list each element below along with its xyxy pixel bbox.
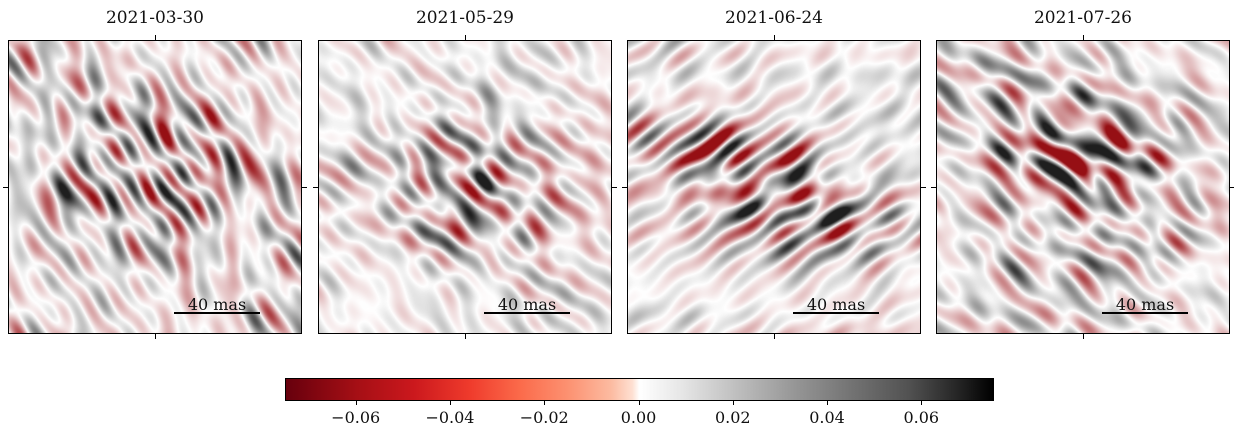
- top-tick-1: [155, 35, 156, 40]
- colorbar-tick-5: [827, 400, 829, 405]
- colorbar-tick-label-2: −0.02: [519, 408, 569, 427]
- scale-bar-2: [484, 312, 570, 314]
- scale-bar-1: [174, 312, 260, 314]
- colorbar-tick-label-5: 0.04: [809, 408, 845, 427]
- panel-3-frame: [627, 40, 921, 334]
- colorbar-tick-label-1: −0.04: [425, 408, 475, 427]
- colorbar-tick-label-0: −0.06: [331, 408, 381, 427]
- scale-label-3: 40 mas: [806, 295, 866, 314]
- panel-4-title: 2021-07-26: [1033, 8, 1132, 28]
- left-tick-2: [313, 187, 318, 188]
- bottom-tick-2: [465, 334, 466, 339]
- image-panel-1: 40 mas: [8, 40, 302, 334]
- panel-4-frame: [936, 40, 1230, 334]
- colorbar-tick-label-3: 0.00: [620, 408, 657, 427]
- right-tick-4: [1230, 187, 1234, 188]
- left-tick-4: [931, 187, 936, 188]
- top-tick-2: [465, 35, 466, 40]
- residual-map-4: [937, 41, 1229, 333]
- panel-1-frame: [8, 40, 302, 334]
- scale-label-4: 40 mas: [1115, 295, 1175, 314]
- left-tick-3: [622, 187, 627, 188]
- image-panel-4: 40 mas: [936, 40, 1230, 334]
- colorbar-tick-3: [638, 400, 640, 405]
- colorbar-tick-1: [449, 400, 451, 405]
- panel-1-title: 2021-03-30: [105, 8, 204, 28]
- residual-map-1: [9, 41, 301, 333]
- bottom-tick-1: [155, 334, 156, 339]
- scale-bar-3: [793, 312, 879, 314]
- colorbar: [285, 378, 994, 401]
- colorbar-tick-label-6: 0.06: [903, 408, 940, 427]
- residual-map-2: [319, 41, 611, 333]
- panel-3-title: 2021-06-24: [724, 8, 823, 28]
- image-panel-2: 40 mas: [318, 40, 612, 334]
- left-tick-1: [3, 187, 8, 188]
- top-tick-3: [774, 35, 775, 40]
- panel-2-title: 2021-05-29: [415, 8, 514, 28]
- colorbar-tick-0: [355, 400, 357, 405]
- residual-map-3: [628, 41, 920, 333]
- scale-bar-4: [1102, 312, 1188, 314]
- right-tick-1: [302, 187, 307, 188]
- colorbar-gradient: [286, 379, 993, 400]
- right-tick-2: [612, 187, 617, 188]
- bottom-tick-3: [774, 334, 775, 339]
- colorbar-tick-6: [921, 400, 923, 405]
- right-tick-3: [921, 187, 926, 188]
- colorbar-tick-label-4: 0.02: [714, 408, 751, 427]
- scale-label-1: 40 mas: [187, 295, 247, 314]
- colorbar-tick-4: [732, 400, 734, 405]
- scale-label-2: 40 mas: [497, 295, 557, 314]
- bottom-tick-4: [1083, 334, 1084, 339]
- panel-2-frame: [318, 40, 612, 334]
- top-tick-4: [1083, 35, 1084, 40]
- colorbar-tick-2: [544, 400, 546, 405]
- image-panel-3: 40 mas: [627, 40, 921, 334]
